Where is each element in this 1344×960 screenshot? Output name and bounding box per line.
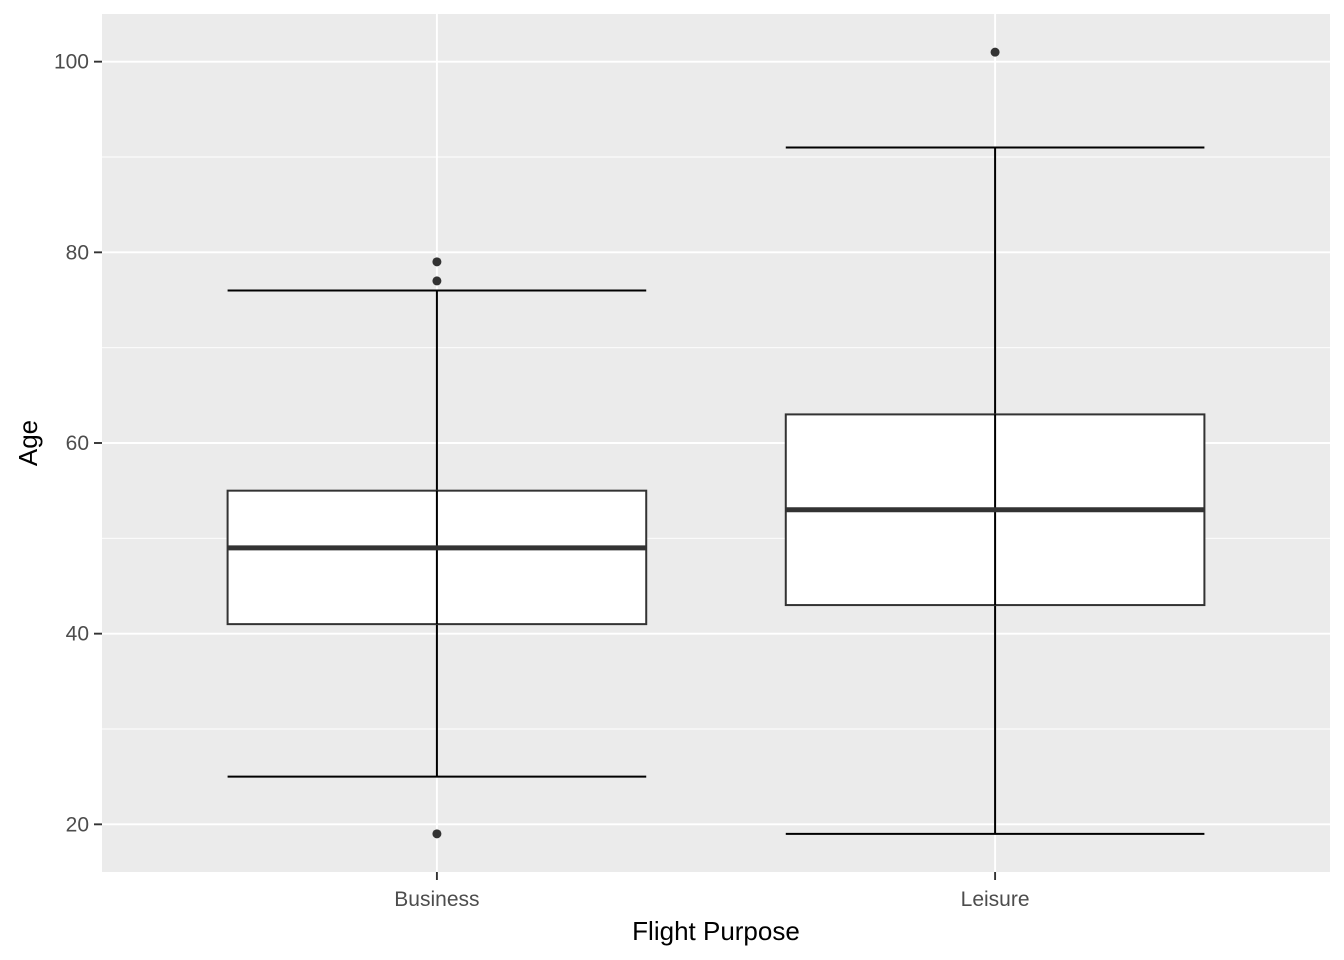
boxes [226,47,1206,839]
y-tick-label: 20 [66,813,89,836]
y-tick-label: 40 [66,623,89,646]
y-axis-title: Age [13,420,43,466]
x-tick-label: Leisure [961,888,1030,911]
y-axis: 20 40 60 80 100 [54,51,102,836]
outlier-point [432,257,442,267]
box-business [226,257,648,839]
x-tick-label: Business [394,888,479,911]
x-axis-title: Flight Purpose [632,916,800,946]
y-tick-label: 60 [66,432,89,455]
outlier-point [432,829,442,839]
y-tick-label: 80 [66,241,89,264]
x-axis: Business Leisure [394,872,1030,911]
outlier-point [990,47,1000,57]
y-tick-label: 100 [54,51,89,74]
outlier-point [432,276,442,286]
box-leisure [784,47,1206,835]
